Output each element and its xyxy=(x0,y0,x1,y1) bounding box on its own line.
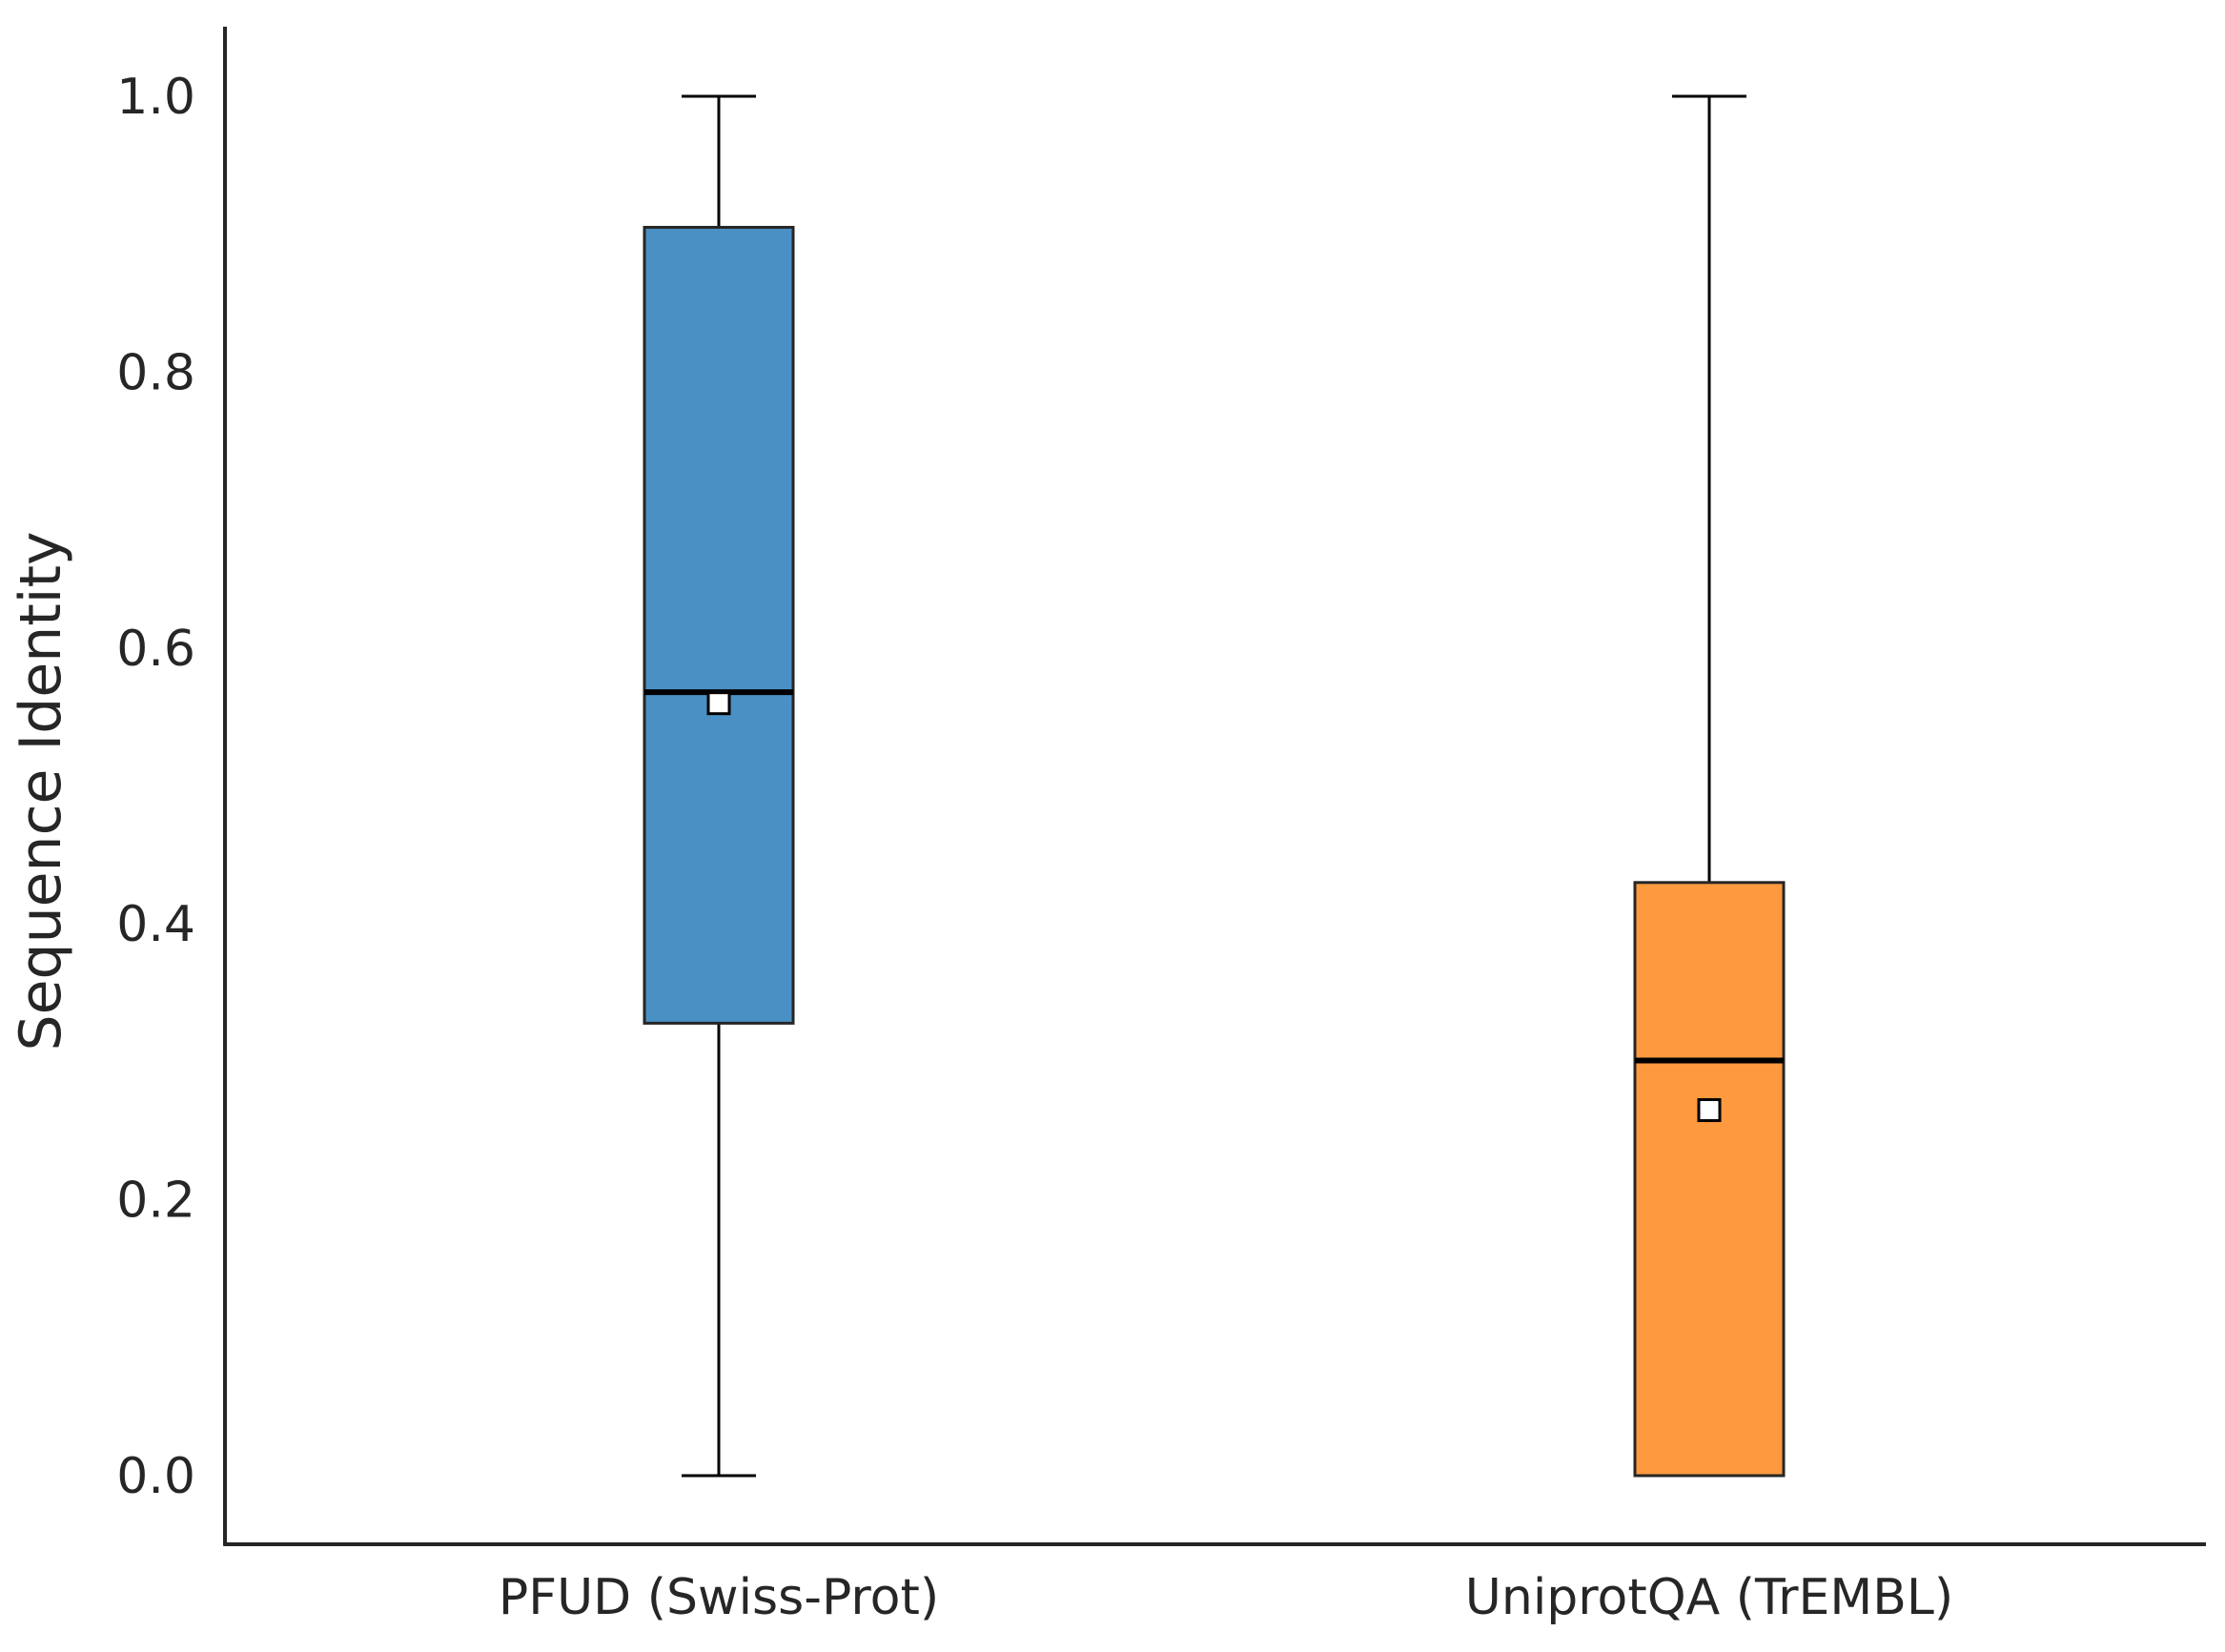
y-tick-label: 0.6 xyxy=(116,621,195,678)
x-tick-label: PFUD (Swiss-Prot) xyxy=(499,1569,939,1626)
y-tick-label: 0.2 xyxy=(116,1173,195,1230)
y-tick-label: 1.0 xyxy=(116,69,195,126)
box-iqr xyxy=(1633,881,1786,1478)
tick-labels: PFUD (Swiss-Prot) UniprotQA (TrEMBL) 0.0 0.… xyxy=(116,69,1953,1626)
axes xyxy=(223,27,2206,1546)
box-group-1 xyxy=(643,94,795,1478)
x-tick-label: UniprotQA (TrEMBL) xyxy=(1465,1569,1953,1626)
y-tick-label: 0.8 xyxy=(116,344,195,401)
y-tick-label: 0.4 xyxy=(116,896,195,953)
mean-marker xyxy=(706,691,731,716)
mean-marker xyxy=(1697,1098,1722,1123)
plot-marks xyxy=(643,94,1786,1478)
y-axis-label: Sequence Identity xyxy=(8,532,74,1051)
y-tick-label: 0.0 xyxy=(116,1448,195,1505)
box-group-2 xyxy=(1633,94,1786,1478)
box-iqr xyxy=(643,225,795,1025)
